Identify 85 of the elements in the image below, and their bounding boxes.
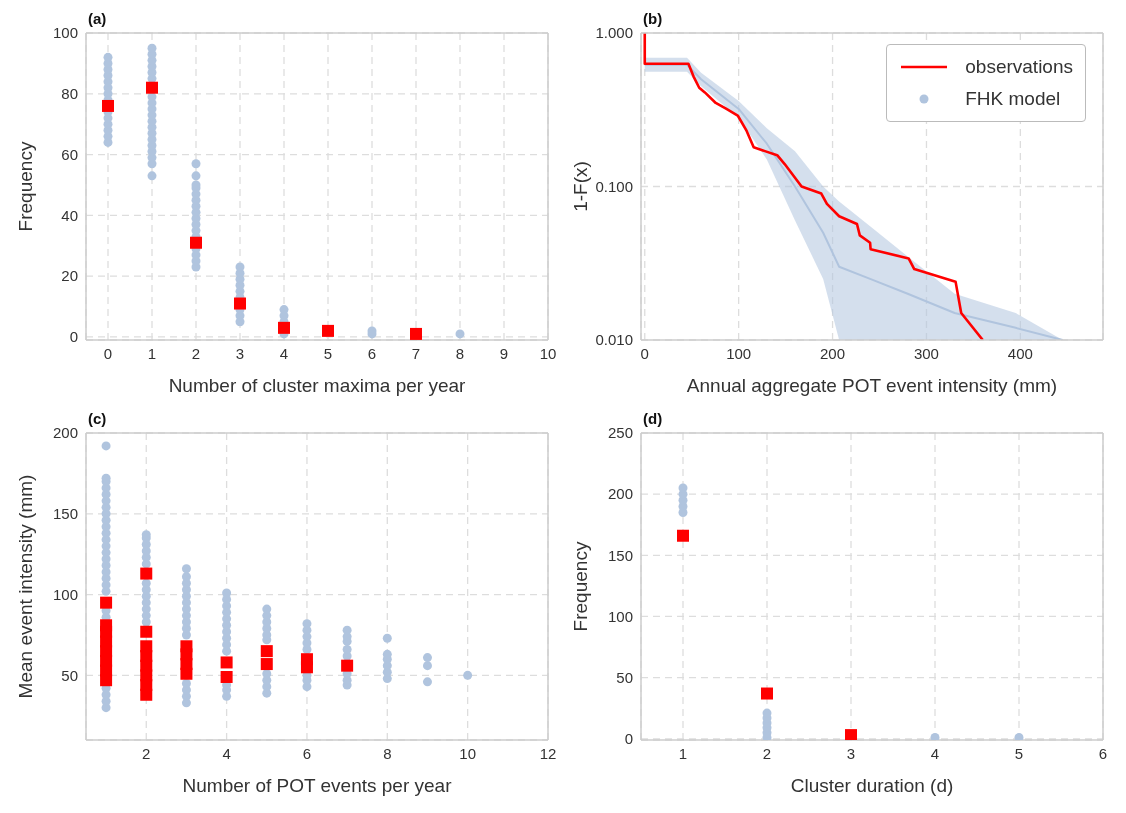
x-tick-label: 9 [499,344,509,362]
x-tick-label: 2 [762,744,772,762]
x-tick-label: 1 [678,744,688,762]
y-tick-label: 1.000 [595,24,633,42]
x-tick-label: 8 [383,744,392,762]
point [146,81,158,94]
x-tick-label: 5 [1014,744,1024,762]
point [322,324,334,337]
x-tick-label: 1 [147,344,157,362]
y-tick-label: 150 [607,546,633,564]
x-tick-label: 2 [142,744,151,762]
x-tick-label: 100 [726,344,752,362]
x-axis-title: Annual aggregate POT event intensity (mm) [686,375,1058,396]
y-tick-label: 50 [61,666,78,684]
y-tick-label: 40 [61,206,78,224]
point [260,658,273,671]
x-tick-label: 6 [302,744,312,762]
y-tick-label: 100 [52,585,78,603]
point [761,687,773,700]
y-tick-label: 20 [61,267,78,285]
x-tick-label: 12 [539,744,557,762]
x-tick-label: 6 [367,344,377,362]
point [140,567,153,580]
chart-title: (d) [643,410,663,427]
x-tick-label: 3 [846,744,856,762]
chart-title: (c) [88,410,107,427]
y-tick-label: 200 [607,485,633,503]
x-tick-label: 4 [930,744,940,762]
y-tick-label: 200 [52,424,78,442]
y-axis-title: Frequency [569,541,591,632]
point [190,236,202,249]
y-tick-label: 0 [69,328,78,346]
x-tick-label: 400 [1007,344,1033,362]
x-axis-title: Number of cluster maxima per year [168,375,467,396]
chart-title: (a) [88,10,107,27]
point [1014,733,1024,740]
point [140,625,153,638]
x-tick-label: 200 [820,344,846,362]
y-axis-title: Mean event intensity (mm) [14,474,36,699]
y-tick-label: 100 [607,607,633,625]
point [102,99,114,112]
legend-label: observations [965,56,1073,78]
point [845,729,857,740]
x-tick-label: 0 [640,344,649,362]
x-tick-label: 4 [222,744,231,762]
x-tick-label: 300 [913,344,939,362]
x-tick-label: 10 [539,344,557,362]
point [140,640,153,653]
x-tick-label: 4 [279,344,289,362]
point [930,733,940,740]
legend-label: FHK model [965,88,1061,110]
chart-title: (b) [643,10,663,27]
x-tick-label: 2 [191,344,201,362]
y-axis-title: 1-F(x) [569,161,591,212]
point [100,619,113,632]
x-tick-label: 7 [411,344,421,362]
x-axis-title: Number of POT events per year [182,775,453,796]
x-tick-label: 3 [235,344,245,362]
y-tick-label: 0.010 [595,331,633,349]
y-tick-label: 250 [607,424,633,442]
y-tick-label: 150 [52,505,78,523]
point [410,327,422,340]
point [180,640,193,653]
x-tick-label: 8 [455,344,465,362]
y-tick-label: 80 [61,85,78,103]
y-tick-label: 0.100 [595,177,633,195]
point [300,653,313,666]
point [220,656,233,669]
point [220,670,233,683]
x-tick-label: 10 [459,744,476,762]
point [234,297,246,310]
y-tick-label: 0 [624,730,633,748]
y-tick-label: 100 [52,24,78,42]
point [341,659,354,672]
point [100,596,113,609]
y-tick-label: 60 [61,145,78,163]
y-tick-label: 50 [616,668,633,686]
point [677,529,689,542]
x-tick-label: 5 [323,344,333,362]
point [278,321,290,334]
y-axis-title: Frequency [14,141,36,232]
x-axis-title: Cluster duration (d) [790,775,954,796]
point [260,645,273,658]
x-tick-label: 0 [103,344,113,362]
x-tick-label: 6 [1098,744,1108,762]
